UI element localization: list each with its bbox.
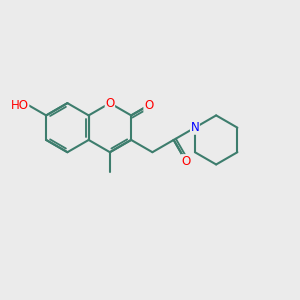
Text: O: O (144, 99, 153, 112)
Text: HO: HO (11, 99, 29, 112)
Text: O: O (105, 97, 115, 110)
Text: N: N (190, 121, 199, 134)
Text: O: O (181, 155, 190, 168)
